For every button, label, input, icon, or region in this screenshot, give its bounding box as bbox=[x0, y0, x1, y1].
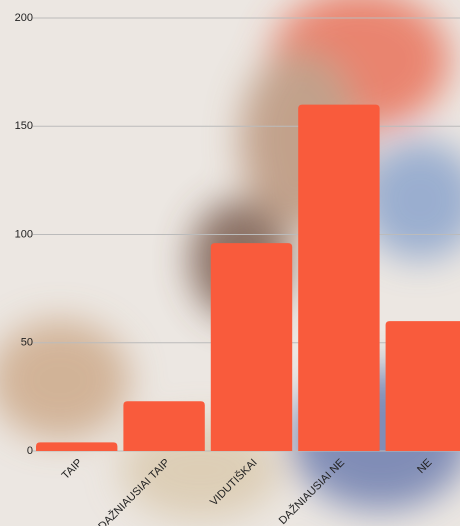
y-tick-label: 0 bbox=[27, 445, 33, 457]
bar bbox=[210, 243, 293, 451]
bar bbox=[385, 321, 460, 451]
y-tick-label: 200 bbox=[15, 12, 33, 24]
bar bbox=[36, 442, 118, 451]
y-tick-label: 100 bbox=[15, 228, 33, 240]
y-tick-label: 50 bbox=[21, 337, 33, 349]
bar bbox=[298, 104, 380, 451]
bar bbox=[123, 401, 205, 451]
y-tick-label: 150 bbox=[15, 120, 33, 132]
